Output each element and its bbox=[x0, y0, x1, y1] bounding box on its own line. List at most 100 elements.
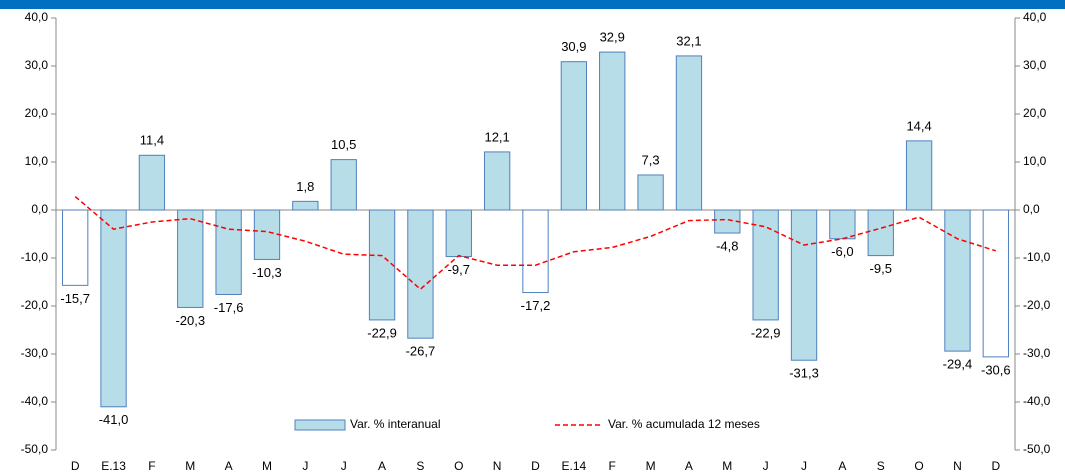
y2-tick-label: 20,0 bbox=[1023, 106, 1047, 120]
value-label: -26,7 bbox=[406, 344, 436, 359]
bar bbox=[982, 209, 1009, 358]
bar bbox=[790, 209, 818, 361]
x-tick-label: S bbox=[416, 459, 424, 473]
value-label: -15,7 bbox=[60, 291, 90, 306]
value-label: -30,6 bbox=[981, 362, 1011, 377]
line bbox=[74, 195, 997, 291]
value-label: 30,9 bbox=[561, 39, 586, 54]
bar bbox=[215, 209, 242, 295]
y2-tick-label: 10,0 bbox=[1023, 154, 1047, 168]
x-tick-label: A bbox=[225, 459, 233, 473]
bar bbox=[253, 209, 281, 260]
bar bbox=[483, 151, 511, 211]
value-label: 14,4 bbox=[906, 118, 931, 133]
value-label: -22,9 bbox=[751, 325, 781, 340]
y2-tick-label: 40,0 bbox=[1023, 10, 1047, 24]
x-tick-label: M bbox=[262, 459, 272, 473]
value-label: -20,3 bbox=[175, 313, 205, 328]
y-tick-label: -20,0 bbox=[21, 298, 49, 312]
x-tick-label: E.14 bbox=[562, 459, 587, 473]
x-tick-label: A bbox=[685, 459, 693, 473]
y2-tick-label: -50,0 bbox=[1023, 442, 1051, 456]
y-tick-label: 10,0 bbox=[25, 154, 49, 168]
x-tick-label: J bbox=[801, 459, 807, 473]
y2-tick-label: -20,0 bbox=[1023, 298, 1051, 312]
value-label: 12,1 bbox=[484, 129, 509, 144]
x-tick-label: O bbox=[914, 459, 923, 473]
x-tick-label: F bbox=[609, 459, 616, 473]
y-tick-label: -50,0 bbox=[21, 442, 49, 456]
value-label: 10,5 bbox=[331, 137, 356, 152]
bar bbox=[637, 174, 664, 211]
bar bbox=[138, 154, 166, 211]
y2-tick-label: -10,0 bbox=[1023, 250, 1051, 264]
x-tick-label: J bbox=[302, 459, 308, 473]
x-tick-label: F bbox=[148, 459, 155, 473]
bar bbox=[407, 209, 434, 339]
bar bbox=[368, 209, 396, 321]
y2-tick-label: 0,0 bbox=[1023, 202, 1040, 216]
x-tick-label: D bbox=[71, 459, 80, 473]
bar bbox=[599, 51, 626, 211]
y-tick-label: -40,0 bbox=[21, 394, 49, 408]
value-label: -41,0 bbox=[99, 412, 129, 427]
value-label: -22,9 bbox=[367, 325, 397, 340]
bar bbox=[177, 209, 204, 308]
x-tick-label: D bbox=[991, 459, 1000, 473]
x-tick-label: A bbox=[378, 459, 386, 473]
y2-tick-label: -40,0 bbox=[1023, 394, 1051, 408]
legend-label: Var. % interanual bbox=[350, 417, 441, 431]
legend-swatch bbox=[294, 419, 346, 431]
x-tick-label: J bbox=[763, 459, 769, 473]
bar bbox=[100, 209, 127, 408]
bar bbox=[905, 140, 933, 211]
x-tick-label: M bbox=[185, 459, 195, 473]
value-label: -17,2 bbox=[521, 298, 551, 313]
bar bbox=[62, 209, 89, 286]
value-label: 32,1 bbox=[676, 33, 701, 48]
y-tick-label: 0,0 bbox=[31, 202, 48, 216]
x-tick-label: N bbox=[493, 459, 502, 473]
value-label: -9,5 bbox=[870, 261, 892, 276]
y2-tick-label: -30,0 bbox=[1023, 346, 1051, 360]
y2-tick-label: 30,0 bbox=[1023, 58, 1047, 72]
x-tick-label: M bbox=[722, 459, 732, 473]
y-tick-label: 20,0 bbox=[25, 106, 49, 120]
value-label: -31,3 bbox=[789, 366, 819, 381]
bar bbox=[675, 55, 703, 211]
y-tick-label: -10,0 bbox=[21, 250, 49, 264]
x-tick-label: J bbox=[341, 459, 347, 473]
value-label: -29,4 bbox=[943, 357, 973, 372]
bar bbox=[829, 209, 856, 240]
bar bbox=[867, 209, 894, 257]
bar bbox=[560, 61, 588, 211]
x-tick-label: D bbox=[531, 459, 540, 473]
x-tick-label: A bbox=[838, 459, 846, 473]
y-tick-label: -30,0 bbox=[21, 346, 49, 360]
bar bbox=[752, 209, 779, 321]
value-label: -9,7 bbox=[448, 262, 470, 277]
x-tick-label: S bbox=[877, 459, 885, 473]
x-tick-label: E.13 bbox=[101, 459, 126, 473]
y-tick-label: 30,0 bbox=[25, 58, 49, 72]
bar bbox=[522, 209, 549, 294]
x-tick-label: O bbox=[454, 459, 463, 473]
value-label: -6,0 bbox=[831, 244, 853, 259]
value-label: -17,6 bbox=[214, 300, 244, 315]
legend-label: Var. % acumulada 12 meses bbox=[608, 417, 760, 431]
value-label: 11,4 bbox=[140, 133, 164, 148]
x-tick-label: N bbox=[953, 459, 962, 473]
bar bbox=[944, 209, 971, 352]
value-label: 7,3 bbox=[642, 152, 660, 167]
x-tick-label: M bbox=[646, 459, 656, 473]
value-label: -4,8 bbox=[716, 238, 738, 253]
bar bbox=[330, 159, 357, 211]
value-label: -10,3 bbox=[252, 265, 282, 280]
header-band bbox=[0, 0, 1065, 9]
bar bbox=[292, 200, 319, 211]
value-label: 1,8 bbox=[296, 179, 314, 194]
value-label: 32,9 bbox=[600, 30, 625, 45]
y-tick-label: 40,0 bbox=[25, 10, 49, 24]
